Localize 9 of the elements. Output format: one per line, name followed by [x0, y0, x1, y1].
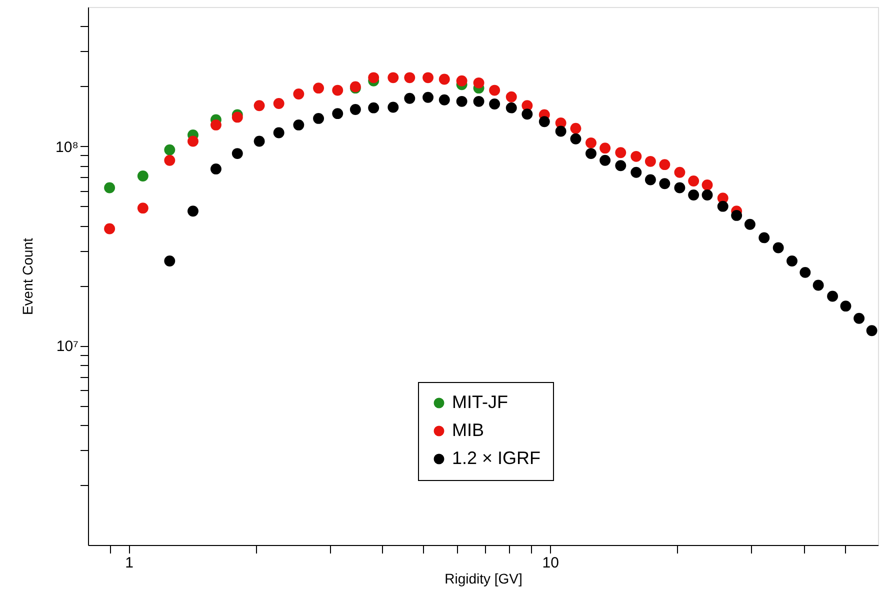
x-axis-title: Rigidity [GV] [444, 570, 522, 586]
x-tick-label: 10 [542, 554, 559, 572]
y-axis-title: Event Count [19, 238, 36, 316]
x-tick-label: 1 [125, 554, 134, 572]
y-tick-label: 10⁸ [55, 138, 78, 156]
legend-label: MIT-JF [452, 392, 508, 412]
legend-label: 1.2 × IGRF [452, 448, 541, 468]
legend-label: MIB [452, 420, 484, 440]
y-tick-label: 10⁷ [56, 338, 78, 356]
